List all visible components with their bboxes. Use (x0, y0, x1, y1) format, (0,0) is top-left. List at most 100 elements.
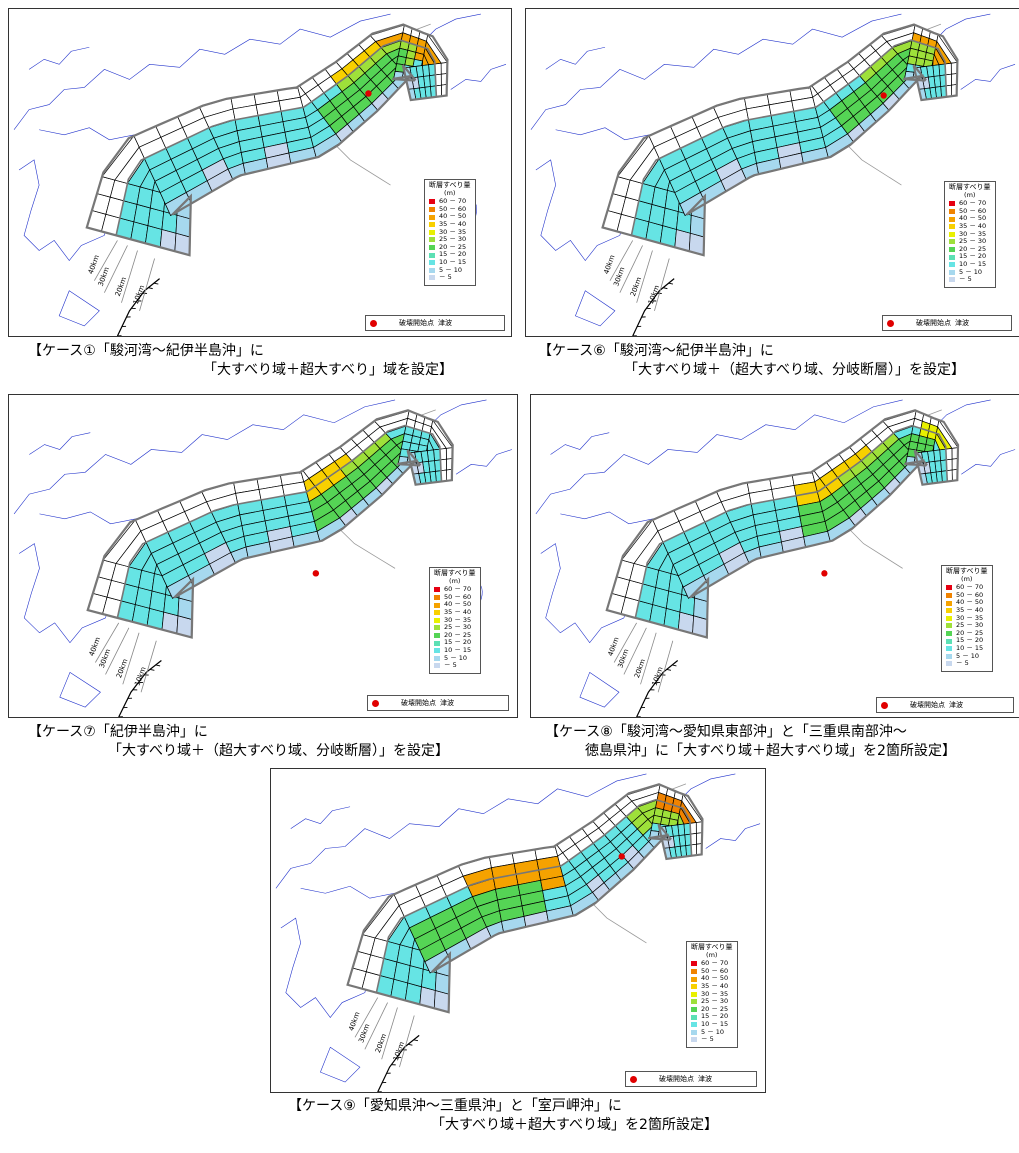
depth-contour (623, 627, 647, 675)
legend-label: 20 － 25 (959, 244, 987, 253)
legend-label: 40 － 50 (439, 212, 467, 221)
legend-label: 5 － 10 (956, 651, 980, 660)
legend-label: 20 － 25 (701, 1004, 729, 1013)
island (59, 671, 101, 708)
legend-item: 50 － 60 (434, 593, 476, 602)
caption-case1: 【ケース①「駿河湾～紀伊半島沖」に 「大すべり域＋超大すべり」域を設定】 (28, 342, 453, 380)
legend-label: 20 － 25 (956, 628, 984, 637)
legend-item: 40 － 50 (691, 975, 733, 983)
legend-swatch (691, 1029, 697, 1035)
legend-item: 40 － 50 (434, 601, 476, 609)
coastline-path (540, 543, 625, 644)
legend-swatch (429, 252, 435, 258)
legend-swatch (691, 991, 697, 997)
legend-swatch (429, 222, 435, 228)
legend-item: 40 － 50 (946, 599, 988, 607)
legend-label: 35 － 40 (444, 607, 472, 616)
fault-boundary (116, 424, 443, 618)
legend-label: 20 － 25 (444, 630, 472, 639)
legend-item: 5 － 10 (429, 266, 471, 275)
legend-swatch (434, 610, 440, 616)
caption-line1: 【ケース⑥「駿河湾～紀伊半島沖」に (538, 343, 774, 359)
depth-contour (104, 245, 128, 293)
legend-swatch (946, 585, 952, 591)
legend-label: 10 － 15 (439, 257, 467, 266)
fault-grid (86, 24, 448, 256)
depth-contour (654, 258, 670, 311)
depth-contour (640, 632, 657, 685)
depth-contour (354, 997, 379, 1038)
legend-item: 25 － 30 (949, 238, 991, 246)
legend-item: 35 － 40 (946, 606, 988, 615)
legend-label: 40 － 50 (956, 598, 984, 607)
legend-swatch (429, 260, 435, 266)
island (575, 290, 616, 327)
legend-swatch (949, 239, 955, 245)
legend: 断層すべり量 (m) 60 － 70 50 － 60 40 － 50 35 － 40 30 … (424, 179, 476, 286)
legend-label: － 5 (439, 273, 452, 282)
trench-tick (407, 1043, 413, 1046)
fault-boundary (630, 39, 948, 236)
coastline-path (13, 399, 396, 515)
legend-label: 60 － 70 (439, 197, 467, 206)
legend-label: 25 － 30 (444, 623, 472, 632)
legend-label: 35 － 40 (439, 219, 467, 228)
legend-swatch (434, 617, 440, 623)
legend-swatch (429, 245, 435, 251)
start-point-marker-icon (630, 1075, 637, 1083)
start-point-label: 破壊開始点 (399, 319, 434, 327)
depth-contour (364, 1002, 388, 1050)
legend-label: 30 － 35 (444, 615, 472, 624)
coastline-path (535, 399, 903, 515)
rupture-start-point (880, 92, 887, 99)
legend-label: 15 － 20 (956, 636, 984, 645)
start-point-marker-icon (370, 319, 377, 327)
island (320, 1046, 361, 1083)
legend-item: － 5 (429, 274, 471, 282)
map-panel-case6: 40km 30km 20km 10km 断層すべり量 (m) 60 － 70 50 － 60… (525, 8, 1019, 337)
depth-contour (381, 1007, 398, 1060)
depth-contour (657, 640, 674, 693)
coastline-path (705, 823, 761, 849)
legend-label: － 5 (956, 659, 969, 668)
legend-swatch (946, 638, 952, 644)
legend-label: 15 － 20 (959, 252, 987, 261)
legend-title: 断層すべり量 (434, 569, 476, 577)
legend-item: 10 － 15 (429, 257, 471, 267)
legend-swatch (949, 262, 955, 268)
legend-swatch (429, 267, 435, 273)
start-point-label: 破壊開始点 (910, 701, 945, 709)
legend-item: 60 － 70 (429, 198, 471, 206)
legend-footer: 破壊開始点 津波 (882, 315, 1012, 331)
legend-item: 30 － 35 (429, 227, 471, 237)
legend-label: 30 － 35 (956, 613, 984, 622)
legend-item: 60 － 70 (691, 960, 733, 968)
caption-line2: 「大すべり域＋超大すべり域」を2箇所設定】 (431, 1117, 718, 1133)
fault-cell (651, 186, 668, 209)
trench-tick (149, 669, 155, 671)
legend-swatch (429, 229, 435, 235)
legend-item: 10 － 15 (946, 644, 988, 653)
legend-label: 5 － 10 (444, 653, 468, 662)
tsunami-label: 津波 (440, 699, 454, 707)
legend-label: 25 － 30 (701, 997, 729, 1006)
legend-label: 30 － 35 (439, 227, 467, 236)
depth-contour (105, 627, 130, 675)
tsunami-label: 津波 (698, 1075, 712, 1083)
map-panel-case9: 40km 30km 20km 10km 断層すべり量 (m) 60 － 70 50 － 60… (270, 768, 766, 1093)
legend-item: 25 － 30 (691, 998, 733, 1006)
legend-swatch (434, 602, 440, 608)
trench-line (636, 660, 679, 717)
legend-swatch (949, 201, 955, 207)
legend-swatch (434, 595, 440, 601)
legend-swatch (949, 224, 955, 230)
legend-swatch (949, 254, 955, 260)
legend-swatch (434, 663, 440, 669)
legend-label: 40 － 50 (444, 600, 472, 609)
caption-line1: 【ケース⑧「駿河湾～愛知県東部沖」と「三重県南部沖～ (545, 724, 907, 740)
legend-title: 断層すべり量 (691, 943, 733, 951)
tsunami-label: 津波 (949, 701, 963, 709)
